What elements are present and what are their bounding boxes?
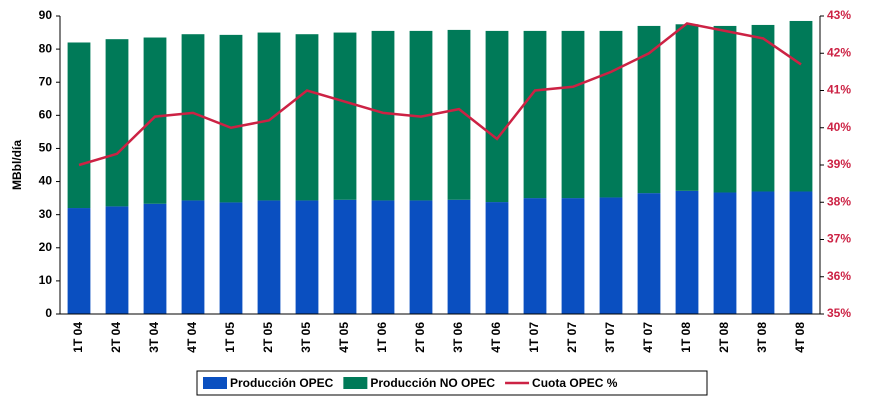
bar: [675, 190, 699, 314]
y-tick-label: 40: [39, 174, 53, 188]
bar: [447, 29, 471, 200]
x-tick-label: 1T 04: [71, 322, 85, 353]
y2-tick-label: 40%: [827, 120, 851, 134]
bar: [257, 200, 281, 314]
legend-swatch: [343, 377, 368, 389]
bar: [751, 24, 775, 192]
x-tick-label: 4T 06: [489, 322, 503, 353]
bar: [637, 25, 661, 194]
bar: [219, 34, 243, 203]
legend: Producción OPEC Producción NO OPEC Cuota O…: [196, 370, 708, 396]
legend-box: [196, 370, 708, 396]
bar: [371, 200, 395, 314]
x-tick-label: 4T 07: [641, 322, 655, 353]
bar: [181, 34, 205, 201]
bar: [371, 30, 395, 201]
y-tick-label: 80: [39, 41, 53, 55]
x-tick-label: 3T 04: [147, 322, 161, 353]
x-tick-label: 3T 06: [451, 322, 465, 353]
bar: [523, 30, 547, 199]
bar: [599, 30, 623, 198]
x-tick-label: 2T 05: [261, 322, 275, 353]
bar: [447, 199, 471, 314]
y-tick-label: 50: [39, 141, 53, 155]
y-tick-label: 20: [39, 240, 53, 254]
x-tick-label: 4T 08: [793, 322, 807, 353]
bar: [751, 191, 775, 314]
y-tick-label: 0: [45, 306, 52, 320]
bar: [713, 25, 737, 193]
y2-tick-label: 37%: [827, 232, 851, 246]
bar: [105, 39, 129, 207]
x-tick-label: 4T 04: [185, 322, 199, 353]
line: [78, 22, 802, 167]
bar: [599, 197, 623, 314]
y-tick-label: 10: [39, 273, 53, 287]
bar: [485, 30, 509, 203]
bar: [333, 32, 357, 200]
bar: [295, 34, 319, 201]
y2-tick-label: 39%: [827, 157, 851, 171]
y2-tick-label: 41%: [827, 83, 851, 97]
legend-label: Producción NO OPEC: [370, 376, 495, 390]
bar: [143, 37, 167, 204]
bar: [105, 206, 129, 314]
bar: [561, 30, 585, 199]
bar: [333, 199, 357, 314]
bar: [219, 202, 243, 314]
x-tick-label: 4T 05: [337, 322, 351, 353]
bar: [67, 208, 91, 314]
x-tick-label: 1T 07: [527, 322, 541, 353]
legend-swatch: [203, 377, 227, 389]
x-tick-label: 2T 07: [565, 322, 579, 353]
bar: [561, 198, 585, 314]
x-tick-label: 2T 04: [109, 322, 123, 353]
y-axis-label: MBbl/día: [10, 140, 24, 190]
bar: [523, 198, 547, 314]
x-tick-label: 3T 05: [299, 322, 313, 353]
y2-tick-label: 42%: [827, 45, 851, 59]
bar: [143, 203, 167, 314]
bar: [181, 200, 205, 314]
x-tick-label: 2T 08: [717, 322, 731, 353]
legend-label: Producción OPEC: [230, 376, 334, 390]
y-tick-label: 90: [39, 8, 53, 22]
x-tick-label: 1T 08: [679, 322, 693, 353]
bar: [485, 202, 509, 314]
legend-label: Cuota OPEC %: [532, 376, 618, 390]
bar: [637, 193, 661, 314]
bar: [67, 42, 91, 209]
y2-tick-label: 35%: [827, 306, 851, 320]
bar: [675, 24, 699, 191]
bar: [409, 200, 433, 314]
y2-tick-label: 38%: [827, 194, 851, 208]
bar: [257, 32, 281, 201]
bar: [789, 191, 813, 314]
x-tick-label: 2T 06: [413, 322, 427, 353]
bar: [295, 200, 319, 314]
bar: [713, 192, 737, 314]
y-tick-label: 60: [39, 108, 53, 122]
x-tick-label: 1T 06: [375, 322, 389, 353]
y2-tick-label: 36%: [827, 269, 851, 283]
x-tick-label: 3T 08: [755, 322, 769, 353]
y-tick-label: 30: [39, 207, 53, 221]
y-tick-label: 70: [39, 74, 53, 88]
bar: [789, 20, 813, 192]
y2-tick-label: 43%: [827, 8, 851, 22]
x-tick-label: 1T 05: [223, 322, 237, 353]
x-tick-label: 3T 07: [603, 322, 617, 353]
